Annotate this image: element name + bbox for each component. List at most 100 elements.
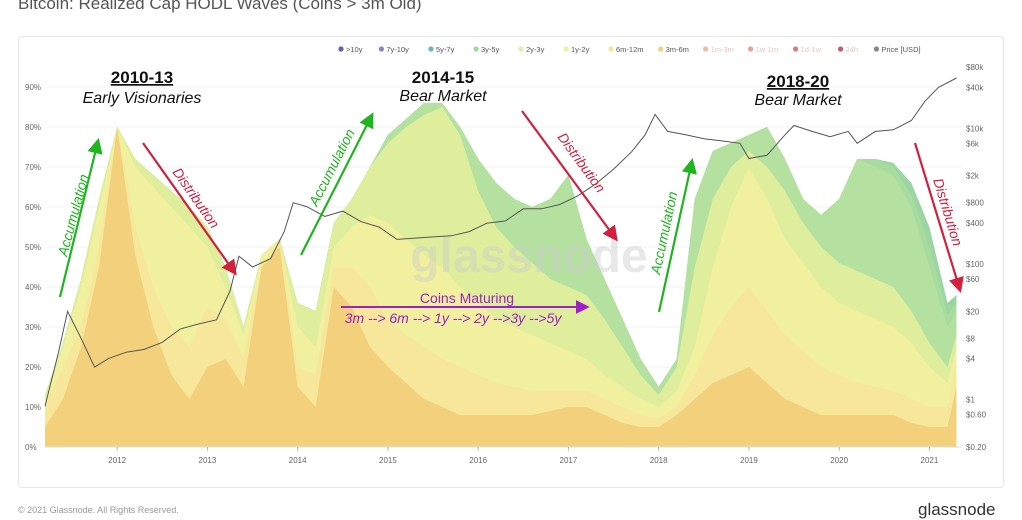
annotation-2010-13-title: 2010-13 [111,68,173,87]
footer-copyright: © 2021 Glassnode. All Rights Reserved. [18,505,179,515]
y-right-tick-label: $40k [966,83,984,92]
annotation-2010-13-subtitle: Early Visionaries [83,90,202,107]
legend-swatch [428,46,434,52]
price-line [44,77,957,407]
hodl-waves-chart: glassnode 0%10%20%30%40%50%60%70%80%90% … [25,45,987,465]
legend-swatch [838,46,844,52]
legend-swatch [518,46,524,52]
legend[interactable]: >10y 7y-10y 5y-7y 3y-5y 2y-3y 1y-2y 6m-12m 3m-6… [338,45,921,54]
annotation-2014-15-title: 2014-15 [412,68,474,87]
legend-swatch [748,46,754,52]
legend-item-10y[interactable]: >10y [338,45,363,54]
legend-swatch [608,46,614,52]
legend-swatch [378,46,384,52]
chart-card: glassnode 0% 10% 20% 30% 40% 50% 60% 70% 80% 90% … [18,36,1004,488]
legend-label: 1y-2y [571,45,590,54]
legend-swatch [873,46,880,52]
x-tick-label: 2013 [199,456,217,465]
y-left-tick-label: 80% [25,123,41,132]
x-tick-label: 2017 [560,456,578,465]
y-left-tick-label: 60% [25,203,41,212]
y-right-tick-label: $20 [966,307,980,316]
distribution-arrow-1 [142,142,237,276]
y-left-tick-label: 0% [25,443,37,452]
legend-item-6m12m[interactable]: 6m-12m [608,45,644,54]
legend-item-2y3y[interactable]: 2y-3y [518,45,545,54]
x-tick-label: 2016 [469,456,487,465]
legend-item-5y7y[interactable]: 5y-7y [428,45,455,54]
legend-item-7y10y[interactable]: 7y-10y [378,45,409,54]
legend-label: 24h [846,45,859,54]
y-right-tick-label: $400 [966,219,984,228]
y-right-tick-label: $2k [966,172,980,181]
legend-item-1m3m[interactable]: 1m-3m [703,45,734,54]
legend-label: 3y-5y [481,45,500,54]
y-right-tick-label: $0.60 [966,411,987,420]
legend-label: Price [USD] [881,45,920,54]
legend-swatch [658,46,664,52]
coins-maturing-label: Coins Maturing [420,290,514,306]
legend-label: 7y-10y [386,45,409,54]
legend-label: 5y-7y [436,45,455,54]
y-left-tick-label: 20% [25,363,41,372]
y-axis-right: $0.20 $0.60 $1 $4 $8 $20 $60 $100 $400 $800 $2k $6k… [966,63,987,452]
accumulation-arrow-2 [300,112,374,256]
legend-label: 1m-3m [711,45,734,54]
legend-swatch [703,46,709,52]
y-right-tick-label: $1 [966,396,975,405]
watermark-text: glassnode [410,230,647,283]
area-series-group [45,103,957,447]
annotation-2014-15-subtitle: Bear Market [399,88,487,105]
y-right-tick-label: $80k [966,63,984,72]
y-right-tick-label: $100 [966,260,984,269]
y-left-tick-label: 90% [25,83,41,92]
y-right-tick-label: $0.20 [966,443,987,452]
annotation-2018-20-title: 2018-20 [767,72,829,91]
accumulation-arrow-1 [58,138,103,298]
x-axis: 2012 2013 2014 2015 2016 2017 2018 2019 2020 2021 [45,446,961,465]
legend-item-3m6m[interactable]: 3m-6m [658,45,689,54]
legend-item-1y2y[interactable]: 1y-2y [563,45,590,54]
y-left-tick-label: 70% [25,163,41,172]
y-right-tick-label: $60 [966,275,980,284]
x-tick-label: 2019 [740,456,758,465]
y-right-tick-label: $4 [966,355,975,364]
x-tick-label: 2021 [921,456,939,465]
x-tick-label: 2015 [379,456,397,465]
legend-label: 2y-3y [526,45,545,54]
legend-swatch [473,46,479,52]
maturing-sequence-label: 3m --> 6m --> 1y --> 2y -->3y -->5y [345,310,563,326]
legend-item-1d1w[interactable]: 1d-1w [793,45,822,54]
y-axis-left: 0% 10% 20% 30% 40% 50% 60% 70% 80% 90% [25,83,41,452]
y-right-tick-label: $8 [966,334,975,343]
y-left-tick-label: 40% [25,283,41,292]
page-title: Bitcoin: Realized Cap HODL Waves (Coins … [18,0,422,13]
legend-label: 1d-1w [801,45,822,54]
legend-swatch [338,46,344,52]
legend-item-priceusd[interactable]: Price [USD] [873,45,921,54]
legend-swatch [793,46,799,52]
legend-label: 1w-1m [756,45,779,54]
accumulation-label-1: Accumulation [54,172,92,258]
y-right-tick-label: $10k [966,124,984,133]
legend-swatch [563,46,569,52]
area-series-3m6m [45,127,957,447]
legend-item-24h[interactable]: 24h [838,45,858,54]
legend-item-1w1m[interactable]: 1w-1m [748,45,778,54]
x-tick-label: 2018 [650,456,668,465]
x-tick-label: 2012 [108,456,126,465]
y-left-tick-label: 30% [25,323,41,332]
distribution-arrow-3 [913,142,964,293]
distribution-arrow-2 [521,110,618,242]
x-tick-label: 2014 [289,456,307,465]
y-right-tick-label: $6k [966,139,980,148]
legend-label: 3m-6m [666,45,689,54]
annotation-2018-20-subtitle: Bear Market [754,92,842,109]
x-tick-label: 2020 [830,456,848,465]
footer-brand: glassnode [918,500,996,519]
y-left-tick-label: 50% [25,243,41,252]
y-left-tick-label: 10% [25,403,41,412]
y-right-tick-label: $800 [966,199,984,208]
legend-item-3y5y[interactable]: 3y-5y [473,45,500,54]
accumulation-arrow-3 [657,157,697,313]
